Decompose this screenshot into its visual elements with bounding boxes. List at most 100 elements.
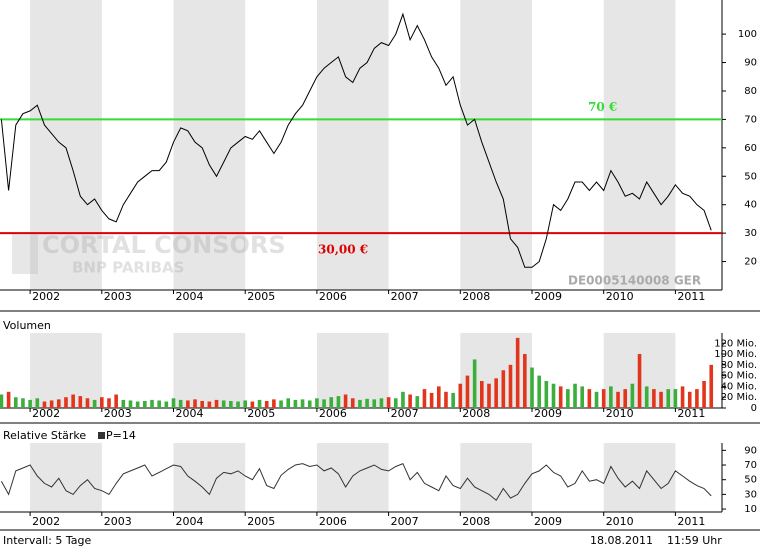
x-tick-label: 2008 bbox=[462, 515, 490, 528]
x-tick-label: 2008 bbox=[462, 290, 490, 303]
volume-bar bbox=[601, 389, 606, 408]
x-tick-label: 2007 bbox=[391, 407, 419, 420]
volume-bar bbox=[286, 398, 291, 408]
y-tick-label: 20 Mio. bbox=[721, 392, 757, 403]
volume-bar bbox=[92, 399, 97, 408]
volume-bar bbox=[186, 400, 190, 408]
volume-bar bbox=[673, 389, 678, 408]
volume-bar bbox=[558, 386, 563, 408]
volume-bar bbox=[56, 399, 61, 408]
shaded-band bbox=[30, 333, 102, 408]
x-tick-label: 2003 bbox=[104, 407, 132, 420]
volume-bar bbox=[71, 394, 75, 408]
watermark-logo bbox=[12, 234, 38, 274]
volume-bar bbox=[652, 389, 656, 408]
shaded-band bbox=[316, 443, 389, 512]
y-tick-label: 0 bbox=[751, 403, 757, 414]
volume-bar bbox=[250, 401, 255, 408]
x-tick-label: 2008 bbox=[462, 407, 490, 420]
volume-bar bbox=[78, 396, 83, 408]
volume-bar bbox=[393, 398, 398, 408]
volume-bar bbox=[566, 389, 570, 408]
volume-bar bbox=[616, 391, 620, 408]
volume-bar bbox=[121, 399, 126, 408]
volume-bar bbox=[6, 391, 11, 408]
y-tick-label: 30 bbox=[744, 489, 757, 500]
volume-bar bbox=[42, 401, 47, 408]
volume-bar bbox=[143, 400, 147, 408]
volume-bar bbox=[709, 364, 714, 408]
volume-bar bbox=[487, 383, 491, 408]
volume-bar bbox=[171, 398, 176, 408]
volume-bar bbox=[28, 399, 32, 408]
y-tick-label: 50 bbox=[744, 171, 757, 182]
volume-bar bbox=[444, 391, 448, 408]
y-tick-label: 10 bbox=[744, 504, 757, 515]
volume-bar bbox=[494, 378, 498, 408]
volume-bar bbox=[630, 383, 635, 408]
volume-bar bbox=[530, 367, 534, 408]
x-tick-label: 2003 bbox=[104, 515, 132, 528]
footer-time: 11:59 Uhr bbox=[667, 534, 722, 547]
volume-bar bbox=[372, 399, 377, 408]
x-tick-label: 2011 bbox=[677, 290, 705, 303]
reference-label: 70 € bbox=[588, 100, 617, 114]
x-tick-label: 2007 bbox=[391, 515, 419, 528]
volume-bar bbox=[659, 391, 663, 408]
x-tick-label: 2002 bbox=[32, 290, 60, 303]
shaded-band bbox=[603, 0, 676, 290]
volume-bar bbox=[523, 354, 527, 408]
shaded-band bbox=[30, 443, 102, 512]
volume-bar bbox=[236, 401, 240, 408]
shaded-band bbox=[603, 443, 676, 512]
volume-bar bbox=[429, 392, 434, 408]
x-tick-label: 2006 bbox=[319, 407, 347, 420]
volume-bar bbox=[193, 399, 197, 408]
x-tick-label: 2009 bbox=[534, 407, 562, 420]
volume-bar bbox=[436, 386, 441, 408]
y-tick-label: 60 Mio. bbox=[721, 371, 757, 382]
volume-bar bbox=[587, 389, 592, 408]
y-tick-label: 90 bbox=[744, 445, 757, 456]
x-tick-label: 2010 bbox=[606, 290, 634, 303]
x-tick-label: 2004 bbox=[176, 290, 204, 303]
x-tick-label: 2009 bbox=[534, 515, 562, 528]
volume-bar bbox=[343, 394, 348, 408]
volume-bar bbox=[609, 386, 613, 408]
watermark-sub: BNP PARIBAS bbox=[72, 259, 184, 277]
volume-bar bbox=[465, 375, 470, 408]
volume-bar bbox=[680, 386, 685, 408]
volume-bar bbox=[644, 386, 649, 408]
volume-bar bbox=[221, 400, 226, 408]
volume-bar bbox=[623, 389, 628, 408]
line-series bbox=[0, 462, 712, 502]
volume-bar bbox=[150, 399, 154, 408]
y-tick-label: 100 Mio. bbox=[714, 349, 757, 360]
volume-bar bbox=[13, 397, 18, 408]
volume-bar bbox=[386, 397, 391, 408]
x-tick-label: 2005 bbox=[247, 515, 275, 528]
volume-bar bbox=[21, 398, 25, 408]
x-tick-label: 2002 bbox=[32, 407, 60, 420]
volume-bar bbox=[451, 392, 455, 408]
volume-bar bbox=[100, 397, 104, 408]
y-tick-label: 50 bbox=[744, 475, 757, 486]
footer-interval: Intervall: 5 Tage bbox=[3, 534, 92, 547]
volume-bar bbox=[178, 399, 183, 408]
reference-label: 30,00 € bbox=[318, 243, 368, 257]
shaded-band bbox=[30, 0, 102, 290]
y-tick-label: 70 bbox=[744, 460, 757, 471]
watermark: CORTAL CONSORS BNP PARIBAS bbox=[12, 231, 286, 277]
y-tick-label: 80 bbox=[744, 86, 757, 97]
volume-bar bbox=[300, 399, 305, 408]
shaded-band bbox=[460, 0, 532, 290]
shaded-band bbox=[316, 333, 389, 408]
volume-bar bbox=[35, 398, 40, 408]
panel-title: Relative Stärke bbox=[3, 429, 86, 442]
y-tick-label: 70 bbox=[744, 114, 757, 125]
volume-bar bbox=[0, 394, 4, 408]
volume-bar bbox=[214, 399, 219, 408]
x-tick-label: 2005 bbox=[247, 407, 275, 420]
volume-bar bbox=[64, 397, 68, 408]
